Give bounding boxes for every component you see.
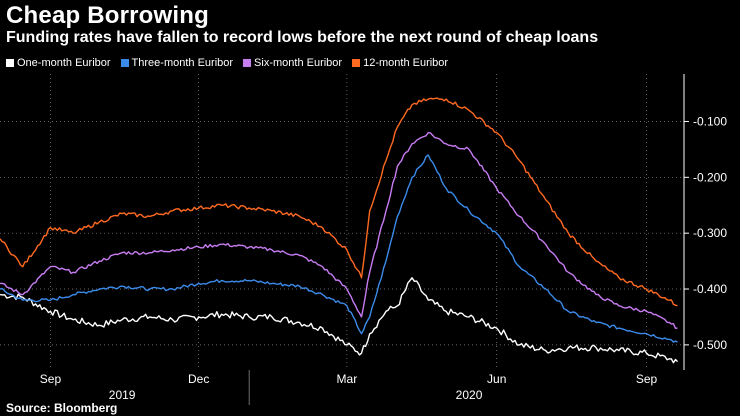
legend-item-one-month: One-month Euribor (6, 57, 111, 69)
legend: One-month Euribor Three-month Euribor Si… (6, 57, 448, 69)
y-tick-label: -0.500 (693, 338, 727, 352)
chart-title: Cheap Borrowing (6, 2, 210, 29)
x-tick-label: Sep (636, 372, 658, 386)
legend-swatch-twelve-month (352, 59, 361, 67)
series-line-0 (0, 277, 679, 364)
legend-item-six-month: Six-month Euribor (243, 57, 342, 69)
chart-subtitle: Funding rates have fallen to record lows… (6, 29, 599, 46)
y-tick-label: -0.400 (693, 282, 727, 296)
x-tick-label: Mar (337, 372, 358, 386)
y-tick-label: -0.200 (693, 170, 727, 184)
legend-item-three-month: Three-month Euribor (120, 57, 234, 69)
legend-label-twelve-month: 12-month Euribor (363, 57, 449, 69)
legend-item-twelve-month: 12-month Euribor (352, 57, 448, 69)
year-label: 2019 (109, 388, 136, 402)
legend-swatch-six-month (243, 59, 252, 67)
x-tick-label: Jun (487, 372, 506, 386)
legend-swatch-one-month (6, 59, 14, 67)
source-note: Source: Bloomberg (6, 401, 118, 415)
x-tick-label: Sep (40, 372, 62, 386)
y-tick-label: -0.300 (693, 226, 727, 240)
series-line-1 (0, 154, 678, 343)
year-label: 2020 (456, 388, 483, 402)
x-tick-label: Dec (188, 372, 209, 386)
series-line-3 (0, 97, 678, 307)
legend-label-three-month: Three-month Euribor (131, 57, 234, 69)
series-line-2 (0, 131, 678, 329)
legend-swatch-three-month (120, 59, 129, 67)
legend-label-six-month: Six-month Euribor (254, 57, 343, 69)
y-tick-label: -0.100 (693, 114, 727, 128)
legend-label-one-month: One-month Euribor (17, 57, 111, 69)
